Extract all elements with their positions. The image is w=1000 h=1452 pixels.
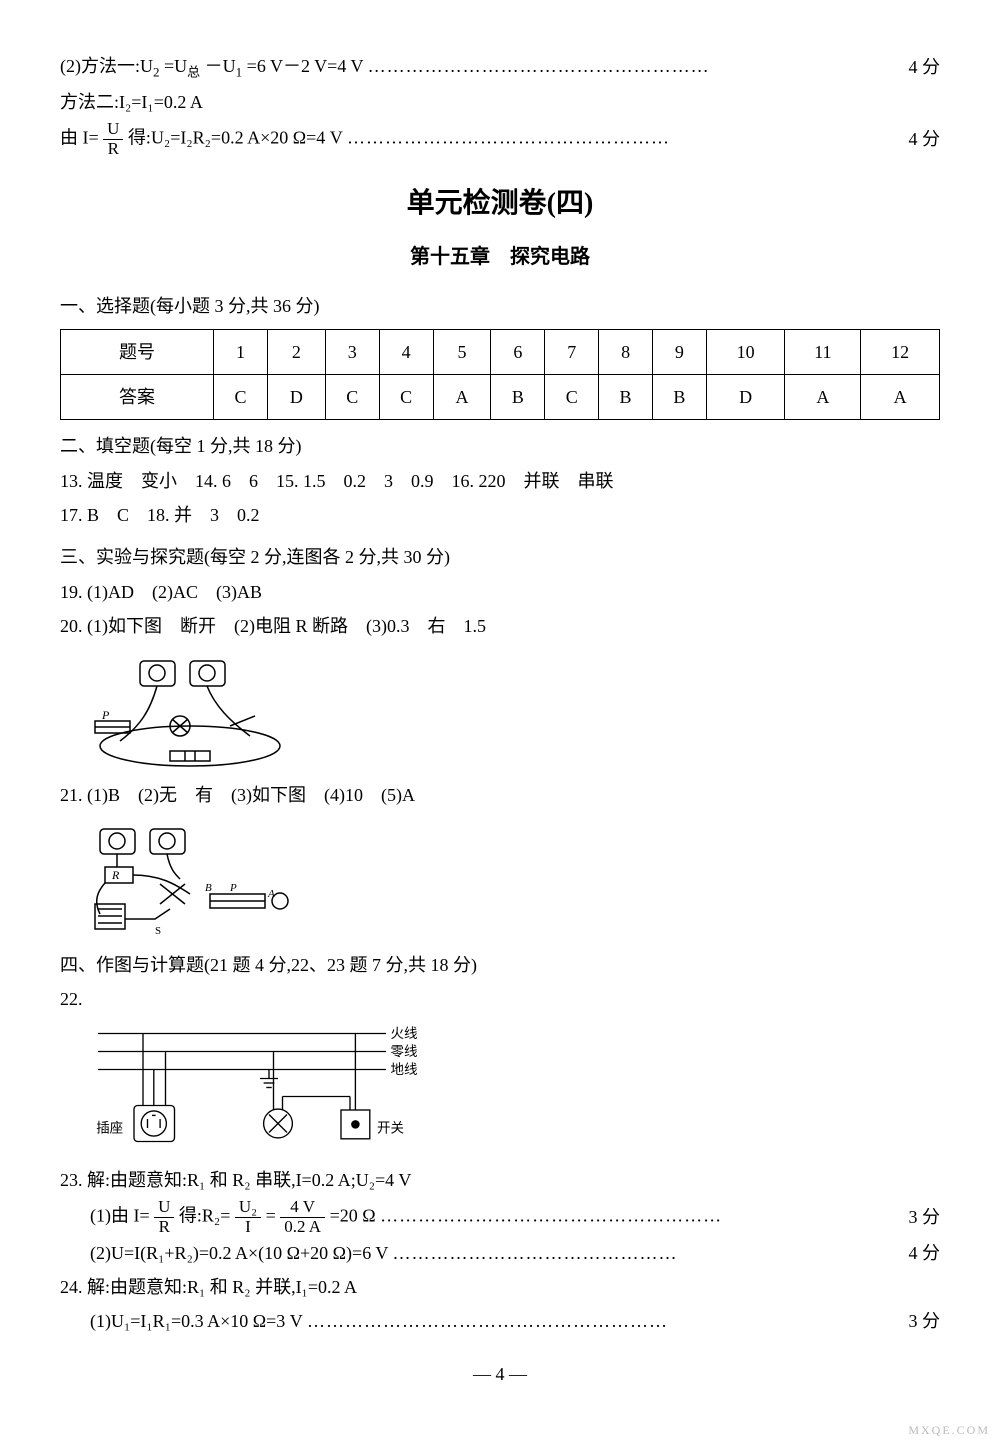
dots-3: ……………………………………………… bbox=[380, 1206, 722, 1226]
dots-4: ……………………………………… bbox=[393, 1243, 678, 1263]
q23c: (2)U=I(R₁+R₂)=0.2 A×(10 Ω+20 Ω)=6 V …………… bbox=[60, 1237, 940, 1269]
q23b-b: 得:R₂= bbox=[179, 1206, 230, 1226]
circuit-diagram-21: R B P A S bbox=[80, 819, 300, 939]
frac-ur: U R bbox=[103, 120, 123, 158]
num-cell: 1 bbox=[214, 329, 268, 374]
q23c-text: (2)U=I(R₁+R₂)=0.2 A×(10 Ω+20 Ω)=6 V bbox=[90, 1243, 388, 1263]
num-cell: 5 bbox=[433, 329, 491, 374]
dots-5: ………………………………………………… bbox=[307, 1311, 668, 1331]
ans-cell: C bbox=[325, 374, 379, 419]
label-fire: 火线 bbox=[391, 1026, 418, 1041]
t3b: 得:U₂=I₂R₂=0.2 A×20 Ω=4 V bbox=[128, 128, 343, 148]
ans-cell: C bbox=[545, 374, 599, 419]
num-cell: 11 bbox=[785, 329, 861, 374]
q24a: 24. 解:由题意知:R₁ 和 R₂ 并联,I₁=0.2 A bbox=[60, 1271, 940, 1303]
dots-2: …………………………………………… bbox=[347, 128, 670, 148]
sec3-head: 三、实验与探究题(每空 2 分,连图各 2 分,共 30 分) bbox=[60, 541, 940, 573]
score-1: 4 分 bbox=[909, 51, 941, 83]
label-switch: 开关 bbox=[377, 1120, 404, 1135]
q21: 21. (1)B (2)无 有 (3)如下图 (4)10 (5)A bbox=[60, 779, 940, 811]
svg-text:S: S bbox=[155, 925, 161, 937]
q23b-a: (1)由 I= bbox=[90, 1206, 150, 1226]
q22-label: 22. bbox=[60, 983, 940, 1015]
q24b: (1)U₁=I₁R₁=0.3 A×10 Ω=3 V ……………………………………… bbox=[60, 1305, 940, 1337]
sec2-l2: 17. B C 18. 并 3 0.2 bbox=[60, 499, 940, 531]
num-cell: 10 bbox=[706, 329, 785, 374]
frac-ur2: U R bbox=[154, 1198, 174, 1236]
frac-4v02a: 4 V 0.2 A bbox=[280, 1198, 325, 1236]
ans-cell: A bbox=[433, 374, 491, 419]
wiring-diagram-22: 火线 零线 地线 插座 开关 bbox=[80, 1020, 440, 1160]
q23b: (1)由 I= U R 得:R₂= U₂ I = 4 V 0.2 A =20 Ω… bbox=[60, 1198, 940, 1236]
th-ans: 答案 bbox=[61, 374, 214, 419]
t1a: (2)方法一:U bbox=[60, 56, 153, 76]
table-row: 题号 1 2 3 4 5 6 7 8 9 10 11 12 bbox=[61, 329, 940, 374]
prev-line-3: 由 I= U R 得:U₂=I₂R₂=0.2 A×20 Ω=4 V ………………… bbox=[60, 120, 940, 158]
circuit-diagram-20: P bbox=[80, 651, 300, 771]
sec1-head: 一、选择题(每小题 3 分,共 36 分) bbox=[60, 290, 940, 322]
t1d: =6 V－2 V=4 V bbox=[247, 56, 364, 76]
score-4: 4 分 bbox=[909, 1237, 941, 1269]
frac-u2i: U₂ I bbox=[235, 1198, 261, 1236]
ans-cell: C bbox=[379, 374, 433, 419]
prev-line-2: 方法二:I₂=I₁=0.2 A bbox=[60, 86, 940, 118]
prev-line-1: (2)方法一:U2 =U总 －U1 =6 V－2 V=4 V ………………………… bbox=[60, 50, 940, 84]
page-title: 单元检测卷(四) bbox=[60, 179, 940, 229]
watermark: MXQE.COM bbox=[908, 1420, 990, 1442]
num-cell: 12 bbox=[861, 329, 940, 374]
svg-text:P: P bbox=[229, 882, 237, 894]
q23b-d: =20 Ω bbox=[330, 1206, 376, 1226]
svg-text:B: B bbox=[205, 882, 212, 894]
num-cell: 4 bbox=[379, 329, 433, 374]
t1b: =U bbox=[164, 56, 187, 76]
num-cell: 3 bbox=[325, 329, 379, 374]
sec2-l1: 13. 温度 变小 14. 6 6 15. 1.5 0.2 3 0.9 16. … bbox=[60, 465, 940, 497]
num-cell: 9 bbox=[652, 329, 706, 374]
sec4-head: 四、作图与计算题(21 题 4 分,22、23 题 7 分,共 18 分) bbox=[60, 949, 940, 981]
num-cell: 7 bbox=[545, 329, 599, 374]
svg-text:A: A bbox=[267, 888, 275, 900]
num-cell: 2 bbox=[267, 329, 325, 374]
page-subtitle: 第十五章 探究电路 bbox=[60, 239, 940, 275]
t1c: －U bbox=[205, 56, 236, 76]
q19: 19. (1)AD (2)AC (3)AB bbox=[60, 576, 940, 608]
num-cell: 8 bbox=[599, 329, 653, 374]
score-2: 4 分 bbox=[909, 123, 941, 155]
t3a: 由 I= bbox=[60, 128, 99, 148]
ans-cell: B bbox=[652, 374, 706, 419]
label-ground: 地线 bbox=[391, 1062, 418, 1077]
ans-cell: A bbox=[861, 374, 940, 419]
ans-cell: A bbox=[785, 374, 861, 419]
page-number: — 4 — bbox=[60, 1358, 940, 1390]
frac-u: U bbox=[103, 120, 123, 140]
table-row: 答案 C D C C A B C B B D A A bbox=[61, 374, 940, 419]
num-cell: 6 bbox=[491, 329, 545, 374]
svg-text:P: P bbox=[101, 708, 110, 722]
sec2-head: 二、填空题(每空 1 分,共 18 分) bbox=[60, 430, 940, 462]
ans-cell: C bbox=[214, 374, 268, 419]
q20: 20. (1)如下图 断开 (2)电阻 R 断路 (3)0.3 右 1.5 bbox=[60, 610, 940, 642]
dots-1: ……………………………………………… bbox=[368, 56, 710, 76]
th-num: 题号 bbox=[61, 329, 214, 374]
q23a: 23. 解:由题意知:R₁ 和 R₂ 串联,I=0.2 A;U₂=4 V bbox=[60, 1164, 940, 1196]
score-3: 3 分 bbox=[909, 1201, 941, 1233]
label-neutral: 零线 bbox=[391, 1044, 418, 1059]
frac-r: R bbox=[103, 140, 123, 159]
ans-cell: B bbox=[599, 374, 653, 419]
ans-cell: D bbox=[706, 374, 785, 419]
svg-text:R: R bbox=[111, 868, 120, 882]
q24b-text: (1)U₁=I₁R₁=0.3 A×10 Ω=3 V bbox=[90, 1311, 302, 1331]
ans-cell: B bbox=[491, 374, 545, 419]
answers-table: 题号 1 2 3 4 5 6 7 8 9 10 11 12 答案 C D C C… bbox=[60, 329, 940, 421]
score-5: 3 分 bbox=[909, 1305, 941, 1337]
label-socket: 插座 bbox=[96, 1120, 123, 1135]
q23b-c: = bbox=[266, 1206, 276, 1226]
ans-cell: D bbox=[267, 374, 325, 419]
